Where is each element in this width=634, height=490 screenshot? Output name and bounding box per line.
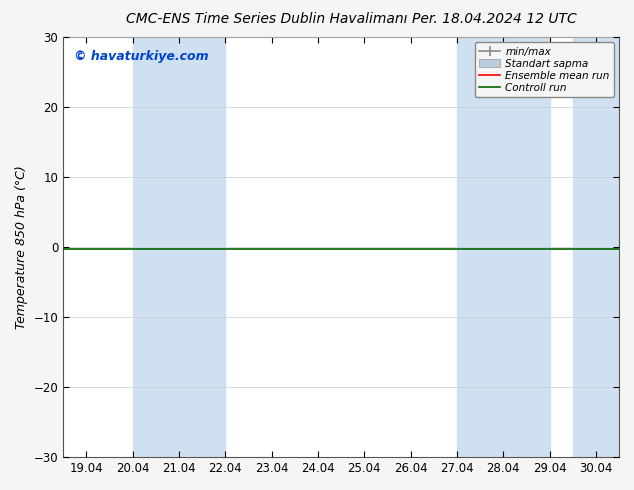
Y-axis label: Temperature 850 hPa (°C): Temperature 850 hPa (°C) [15,165,28,329]
Text: CMC-ENS Time Series Dublin Havalimanı: CMC-ENS Time Series Dublin Havalimanı [126,12,407,26]
Bar [573,37,619,457]
Text: Per. 18.04.2024 12 UTC: Per. 18.04.2024 12 UTC [412,12,577,26]
Legend: min/max, Standart sapma, Ensemble mean run, Controll run: min/max, Standart sapma, Ensemble mean r… [475,42,614,97]
Text: © havaturkiye.com: © havaturkiye.com [74,50,209,63]
Bar [457,37,550,457]
Bar [133,37,225,457]
